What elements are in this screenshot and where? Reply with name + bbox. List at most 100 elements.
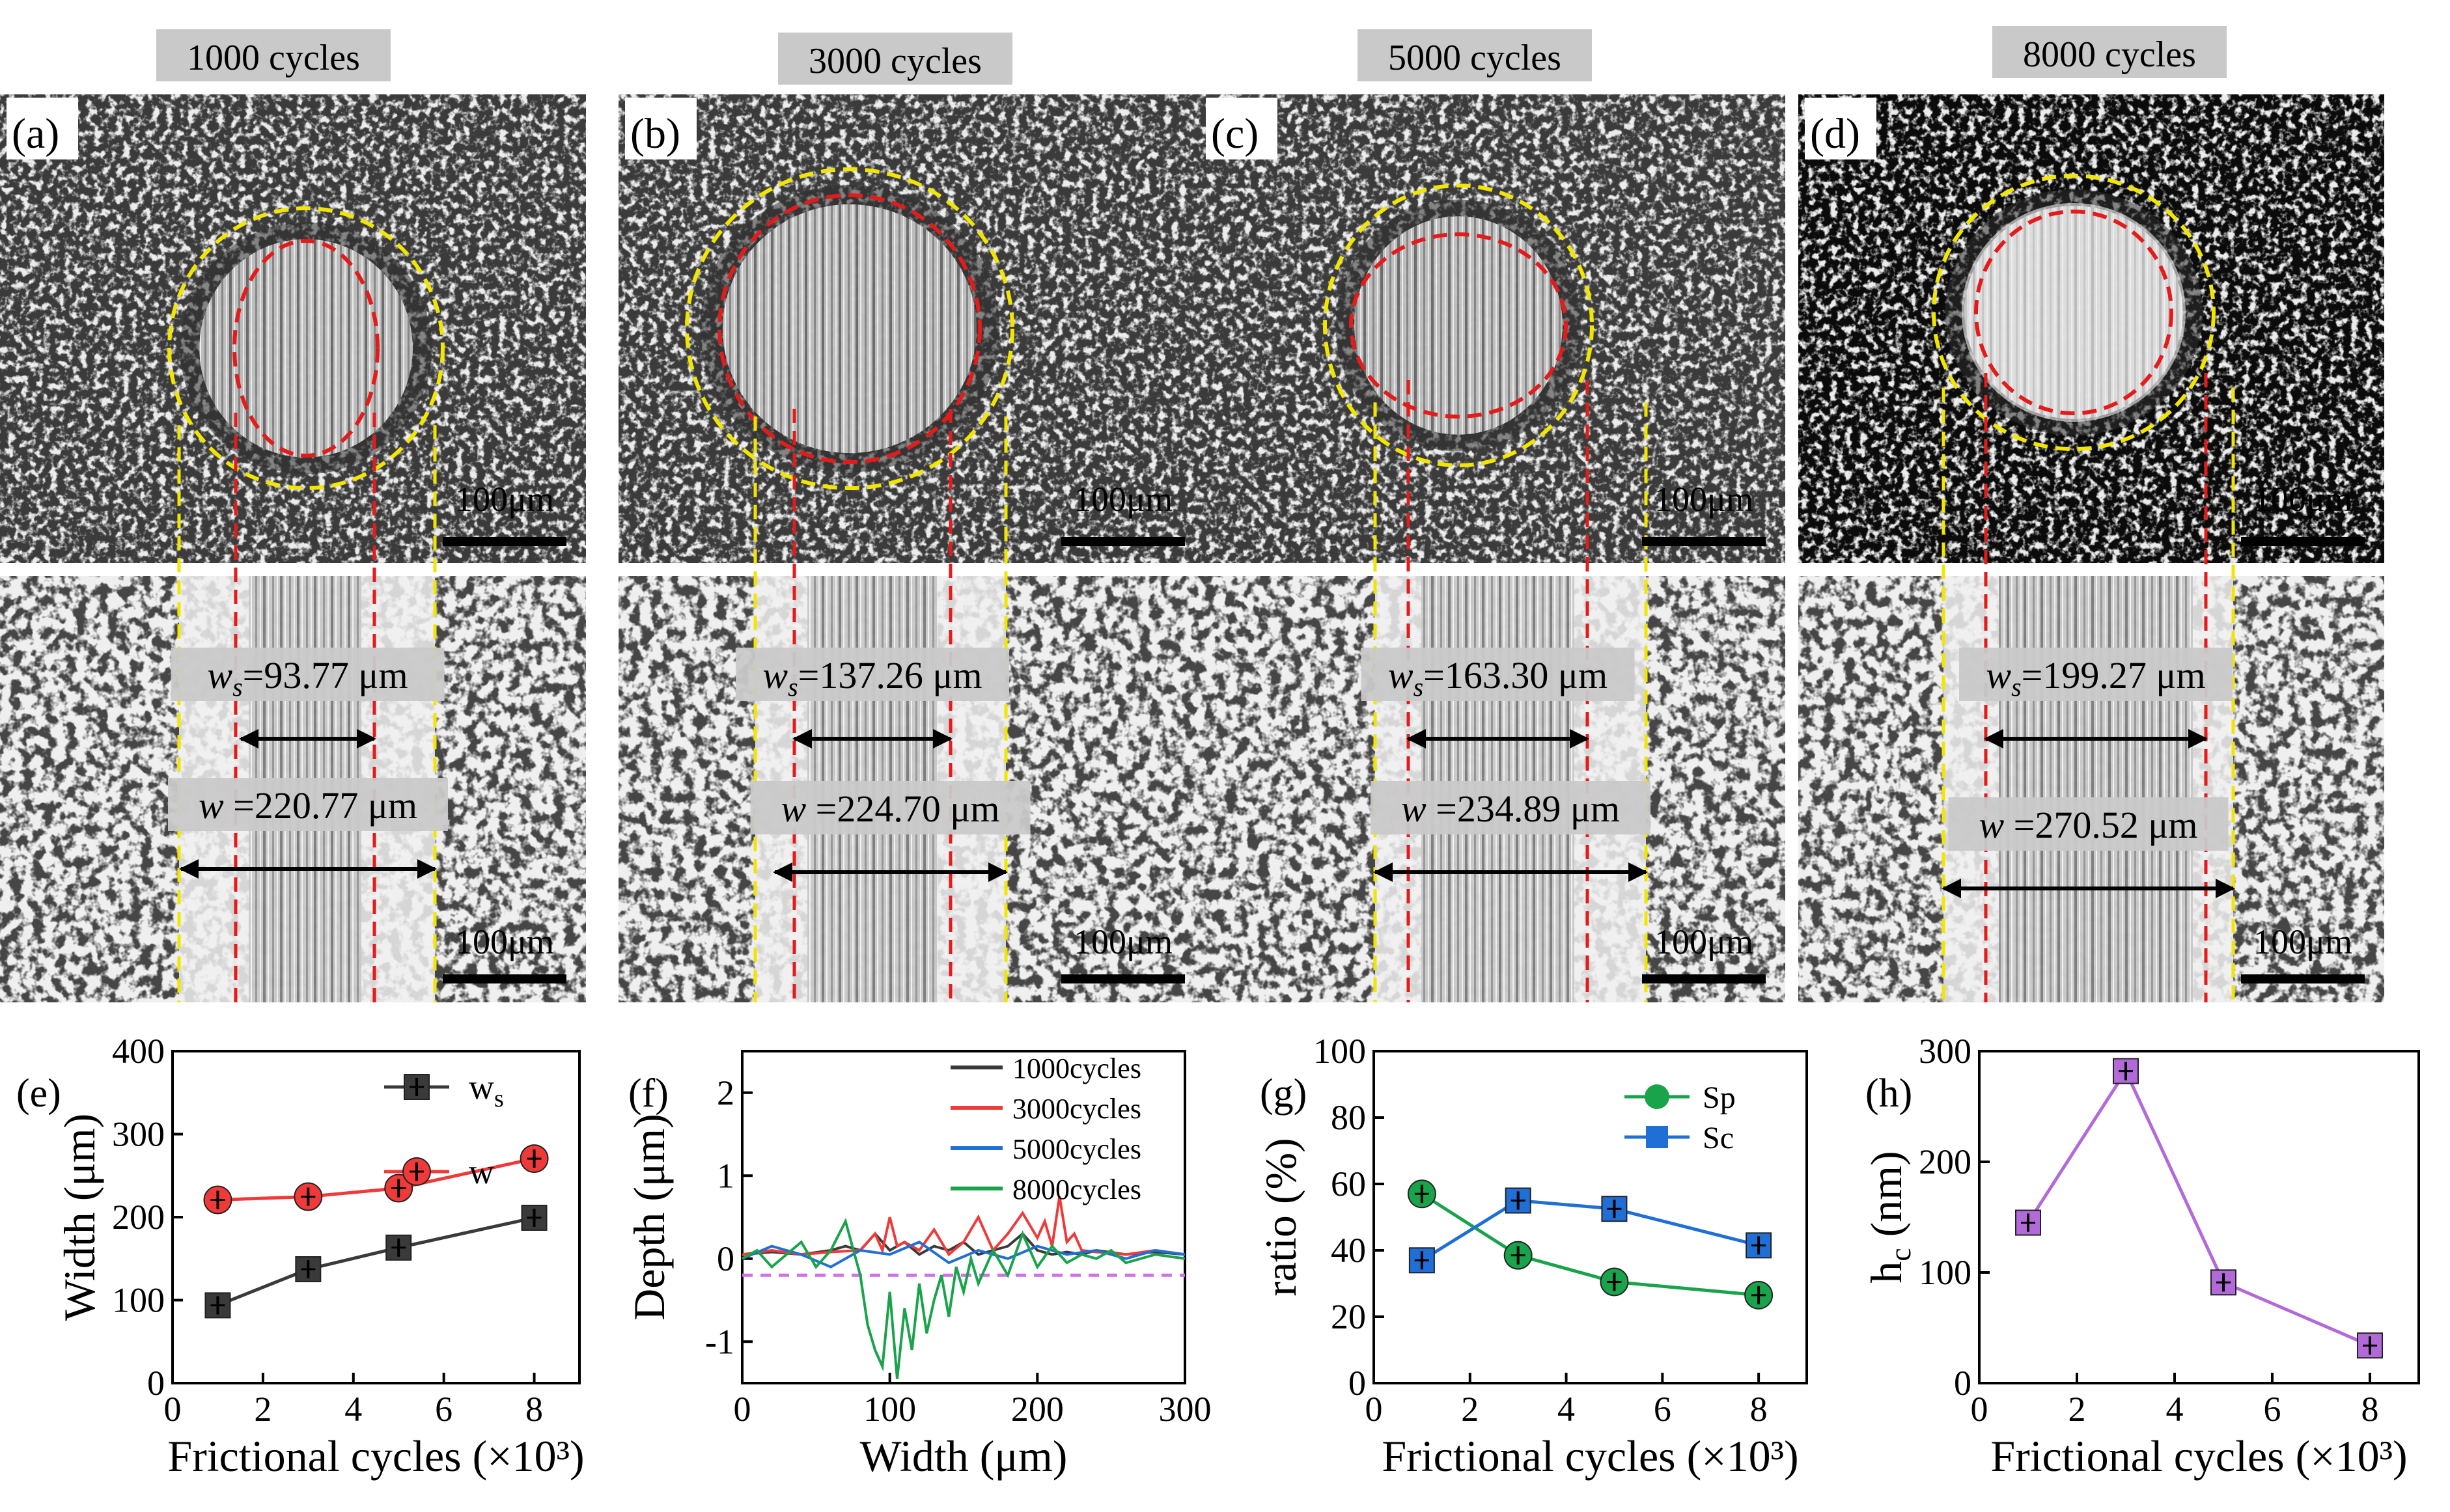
panel-letter: (b) <box>630 110 680 158</box>
legend-label: 8000cycles <box>1012 1174 1141 1205</box>
wear-scar <box>1354 216 1563 435</box>
ws-subscript: s <box>2011 672 2022 702</box>
y-tick-label: 300 <box>112 1115 165 1154</box>
series-5000cycles <box>742 1240 1186 1269</box>
panel-letter: (f) <box>628 1071 669 1116</box>
y-tick-label: 200 <box>1919 1142 1971 1181</box>
scale-bar-bottom <box>2241 974 2365 983</box>
x-tick-label: 0 <box>734 1390 751 1429</box>
scale-label-top: 100μm <box>1074 480 1173 519</box>
w-label-bg <box>750 781 1031 834</box>
red-dashed-ellipse <box>717 193 982 464</box>
y-tick-label: 100 <box>112 1281 165 1320</box>
ws-symbol: w <box>1388 654 1413 696</box>
scale-bar-bottom <box>1642 974 1766 983</box>
legend-label: ws <box>469 1067 504 1112</box>
x-tick-label: 6 <box>2264 1390 2281 1429</box>
legend-label: Sc <box>1703 1121 1734 1155</box>
cycles-label: 1000 cycles <box>187 38 360 78</box>
yellow-dashed-ellipse <box>167 206 445 490</box>
x-tick-label: 0 <box>1365 1390 1383 1429</box>
scale-bar-bottom <box>1061 974 1185 983</box>
series-line <box>1421 1198 1759 1262</box>
plot-frame <box>741 1050 1186 1384</box>
legend-label: 5000cycles <box>1012 1133 1141 1165</box>
y-tick-label: 20 <box>1331 1297 1366 1336</box>
y-tick-label: 60 <box>1331 1164 1366 1203</box>
legend-marker <box>1645 1084 1669 1109</box>
legend-label: w <box>469 1152 494 1191</box>
ws-label: ws=137.26 μm <box>762 654 982 702</box>
chart-e: 0 2 4 6 8 0 100 200 300 400 Frictional cycles (×10… <box>16 1032 585 1481</box>
red-dashed-ellipse <box>232 239 380 458</box>
x-tick-label: 100 <box>863 1390 916 1429</box>
wear-scar <box>199 239 413 458</box>
ws-subscript: s <box>232 672 243 702</box>
scale-bar-top <box>1061 537 1185 546</box>
x-tick-label: 4 <box>1557 1390 1575 1429</box>
series-line <box>742 1196 1186 1257</box>
scale-bar-top <box>443 537 566 546</box>
wear-scar-bright <box>1962 203 2186 422</box>
series-ws <box>204 1204 548 1319</box>
cycles-label: 8000 cycles <box>2023 34 2196 75</box>
scale-label-top: 100μm <box>455 480 554 519</box>
y-tick-label: 300 <box>1919 1032 1971 1071</box>
w-symbol: w <box>781 788 806 830</box>
x-axis-label: Frictional cycles (×10³) <box>1990 1431 2407 1481</box>
x-axis-label: Width (μm) <box>860 1431 1068 1481</box>
series-1000cycles <box>742 1231 1186 1256</box>
yellow-dashed-ellipse <box>1323 184 1594 467</box>
y-tick-label: 100 <box>1313 1032 1366 1071</box>
w-symbol: w <box>199 784 224 827</box>
legend-label: 3000cycles <box>1012 1093 1141 1125</box>
x-tick-label: 0 <box>1971 1390 1988 1429</box>
ws-value: =163.30 μm <box>1423 654 1608 696</box>
x-tick-label: 2 <box>254 1390 271 1429</box>
series-line <box>742 1240 1186 1269</box>
scale-label-bottom: 100μm <box>2253 922 2352 961</box>
w-label-bg <box>1948 797 2229 851</box>
w-label: w =220.77 μm <box>199 784 417 827</box>
ws-value: =199.27 μm <box>2022 654 2206 696</box>
x-tick-label: 6 <box>435 1390 452 1429</box>
series-line <box>742 1231 1186 1256</box>
ws-symbol: w <box>1986 654 2011 696</box>
x-tick-label: 8 <box>2361 1390 2379 1429</box>
series-Sp <box>1407 1179 1774 1310</box>
y-axis-label: Depth (μm) <box>624 1114 674 1321</box>
cycles-label-bg <box>156 29 391 81</box>
red-dashed-ellipse <box>1349 232 1568 419</box>
scale-bar-bottom <box>443 974 566 983</box>
x-tick-label: 6 <box>1654 1390 1671 1429</box>
series-line <box>217 1157 535 1202</box>
y-tick-label: 400 <box>112 1032 165 1071</box>
series-Sc <box>1408 1187 1772 1274</box>
x-axis-label: Frictional cycles (×10³) <box>1382 1431 1798 1481</box>
panel-letter: (h) <box>1865 1071 1912 1116</box>
chart-h: 0 2 4 6 8 0 100 200 300 Frictional cycles (×10³) h… <box>1861 1032 2420 1481</box>
y-tick-label: 80 <box>1331 1098 1366 1137</box>
ws-label-bg <box>1361 648 1635 701</box>
x-tick-label: 2 <box>2068 1390 2086 1429</box>
yellow-dashed-ellipse <box>685 167 1014 490</box>
legend-marker <box>1646 1126 1668 1148</box>
panel-letter-bg <box>1206 98 1277 159</box>
legend-label: Sp <box>1703 1080 1736 1115</box>
legend-label-sub: s <box>494 1085 504 1112</box>
panel-letter-bg <box>7 98 78 159</box>
x-tick-label: 4 <box>2166 1390 2184 1429</box>
w-label-bg <box>1371 781 1650 834</box>
plot-frame <box>1978 1050 2420 1384</box>
ws-label-bg <box>1959 648 2233 701</box>
series-line <box>742 1217 1186 1379</box>
scale-label-bottom: 100μm <box>455 922 554 961</box>
y-axis-label-rest: (nm) <box>1861 1151 1911 1248</box>
legend-label-main: w <box>469 1067 494 1107</box>
cycles-label-bg <box>778 33 1012 85</box>
legend-label-main: w <box>469 1152 494 1191</box>
w-value: =270.52 μm <box>2004 804 2197 846</box>
